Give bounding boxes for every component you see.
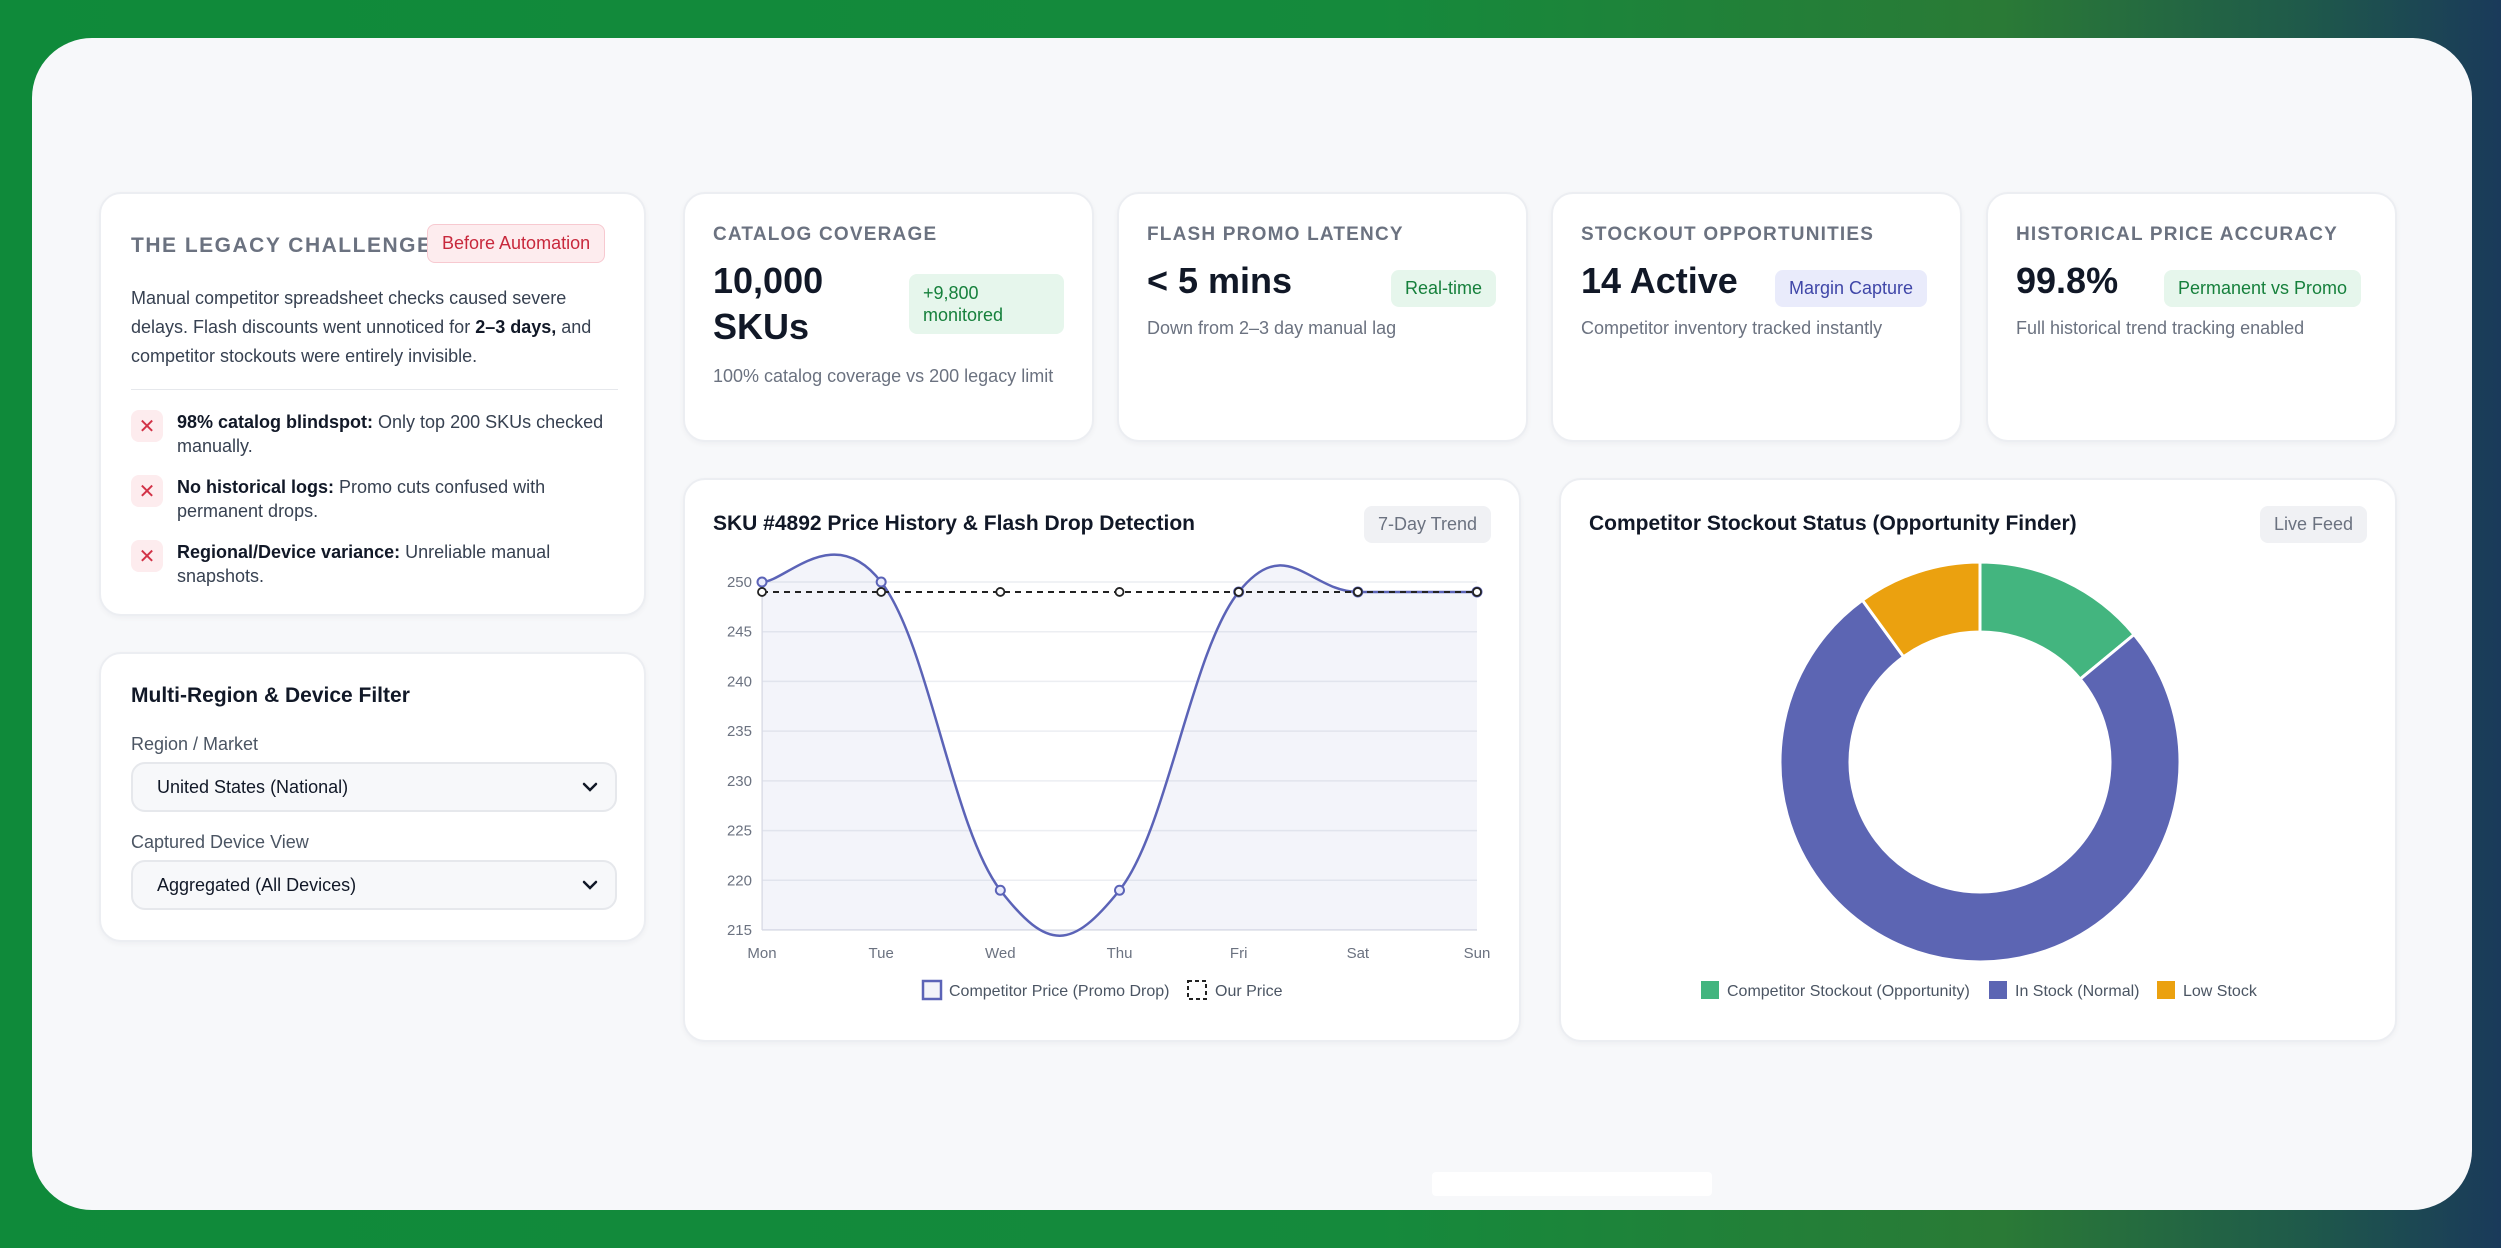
competitor-price-point	[875, 576, 887, 588]
legacy-description: Manual competitor spreadsheet checks cau…	[131, 288, 592, 366]
region-select[interactable]: United States (National)	[131, 762, 617, 812]
legend-label: Low Stock	[2183, 983, 2258, 1000]
our-price-point	[995, 587, 1006, 597]
kpi-subtext: 100% catalog coverage vs 200 legacy limi…	[713, 366, 1054, 386]
legacy-title: THE LEGACY CHALLENGE	[131, 234, 433, 257]
kpi-label: STOCKOUT OPPORTUNITIES	[1581, 224, 1875, 245]
y-tick-label: 230	[727, 773, 752, 790]
kpi-value: 14 Active	[1581, 260, 1738, 301]
kpi-badge: Margin Capture	[1775, 270, 1928, 307]
kpi-badge: +9,800 monitored	[909, 274, 1064, 334]
x-tick-label: Thu	[1107, 945, 1133, 962]
divider	[131, 389, 618, 390]
price-history-chart: 215 220 225 230 235 240 245 250 Mon Tue Wed Thu Fri S…	[727, 553, 1491, 1001]
before-automation-badge: Before Automation	[427, 224, 606, 263]
kpi-badge: Permanent vs Promo	[2164, 270, 2362, 307]
stockout-status-card: Competitor Stockout Status (Opportunity …	[1559, 478, 2397, 1042]
legend-swatch	[1989, 981, 2007, 999]
legend-label-competitor: Competitor Price (Promo Drop)	[949, 983, 1170, 1000]
chevron-down-icon	[582, 782, 598, 792]
y-tick-label: 250	[727, 574, 752, 591]
y-tick-label: 235	[727, 723, 752, 740]
trend-badge: 7-Day Trend	[1363, 506, 1491, 543]
x-tick-label: Sat	[1347, 945, 1370, 962]
competitor-price-point	[756, 576, 768, 588]
legend-swatch-competitor	[921, 979, 943, 1001]
kpi-value: 10,000 SKUs	[713, 260, 824, 347]
kpi-badge: Real-time	[1391, 270, 1497, 307]
close-icon: ✕	[131, 540, 163, 572]
legend-label: In Stock (Normal)	[2015, 983, 2139, 1000]
kpi-value: 99.8%	[2016, 260, 2119, 301]
close-icon: ✕	[131, 475, 163, 507]
y-tick-label: 240	[727, 673, 752, 690]
close-icon: ✕	[131, 410, 163, 442]
x-tick-label: Wed	[985, 945, 1016, 962]
y-tick-label: 215	[727, 922, 752, 939]
filter-card: Multi-Region & Device Filter Region / Ma…	[99, 652, 646, 942]
kpi-card-catalog-coverage: CATALOG COVERAGE 10,000 SKUs +9,800 moni…	[683, 192, 1094, 442]
competitor-price-point	[1114, 884, 1125, 896]
issue-item: ✕ No historical logs: Promo cuts confuse…	[131, 475, 611, 523]
our-price-point	[757, 587, 767, 597]
device-label: Captured Device View	[131, 832, 309, 852]
competitor-price-point	[994, 884, 1006, 896]
bottom-bar	[1432, 1172, 1712, 1196]
donut-slice	[1778, 598, 2182, 964]
kpi-label: CATALOG COVERAGE	[713, 224, 938, 245]
x-tick-label: Fri	[1230, 945, 1248, 962]
our-price-point	[876, 587, 887, 597]
issue-item: ✕ Regional/Device variance: Unreliable m…	[131, 540, 611, 588]
filter-title: Multi-Region & Device Filter	[131, 684, 410, 707]
kpi-subtext: Full historical trend tracking enabled	[2016, 318, 2305, 338]
kpi-label: FLASH PROMO LATENCY	[1147, 224, 1404, 245]
device-select[interactable]: Aggregated (All Devices)	[131, 860, 617, 910]
legend-label-our-price: Our Price	[1215, 983, 1283, 1000]
legend-swatch	[2157, 981, 2175, 999]
our-price-point	[1114, 587, 1125, 597]
live-feed-badge: Live Feed	[2259, 506, 2367, 543]
chart-title: Competitor Stockout Status (Opportunity …	[1589, 512, 2077, 535]
y-tick-label: 245	[727, 624, 752, 641]
our-price-point	[1352, 587, 1363, 597]
chevron-down-icon	[582, 880, 598, 890]
kpi-label: HISTORICAL PRICE ACCURACY	[2016, 224, 2339, 245]
x-tick-label: Tue	[869, 945, 894, 962]
price-history-card: SKU #4892 Price History & Flash Drop Det…	[683, 478, 1521, 1042]
donut-slice	[1860, 560, 1982, 659]
kpi-value: < 5 mins	[1147, 260, 1293, 301]
x-tick-label: Mon	[747, 945, 776, 962]
issue-item: ✕ 98% catalog blindspot: Only top 200 SK…	[131, 410, 611, 458]
our-price-point	[1233, 587, 1244, 597]
legend-label: Competitor Stockout (Opportunity)	[1727, 983, 1970, 1000]
y-tick-label: 220	[727, 872, 752, 889]
our-price-point	[1472, 587, 1482, 597]
region-label: Region / Market	[131, 734, 259, 754]
x-tick-label: Sun	[1464, 945, 1491, 962]
chart-title: SKU #4892 Price History & Flash Drop Det…	[713, 512, 1195, 535]
competitor-area	[762, 554, 1477, 936]
kpi-subtext: Down from 2–3 day manual lag	[1147, 318, 1397, 338]
stockout-donut-chart: Competitor Stockout (Opportunity) In Stoc…	[1701, 560, 2258, 1000]
kpi-card-historical-price-accuracy: HISTORICAL PRICE ACCURACY 99.8% Permanen…	[1986, 192, 2397, 442]
kpi-subtext: Competitor inventory tracked instantly	[1581, 318, 1883, 338]
kpi-card-flash-promo-latency: FLASH PROMO LATENCY < 5 mins Real-time D…	[1117, 192, 1528, 442]
legend-swatch-our-price	[1187, 980, 1207, 1000]
legacy-challenge-card: THE LEGACY CHALLENGE Before Automation M…	[99, 192, 646, 616]
y-tick-label: 225	[727, 823, 752, 840]
legend-swatch	[1701, 981, 1719, 999]
kpi-card-stockout-opportunities: STOCKOUT OPPORTUNITIES 14 Active Margin …	[1551, 192, 1962, 442]
